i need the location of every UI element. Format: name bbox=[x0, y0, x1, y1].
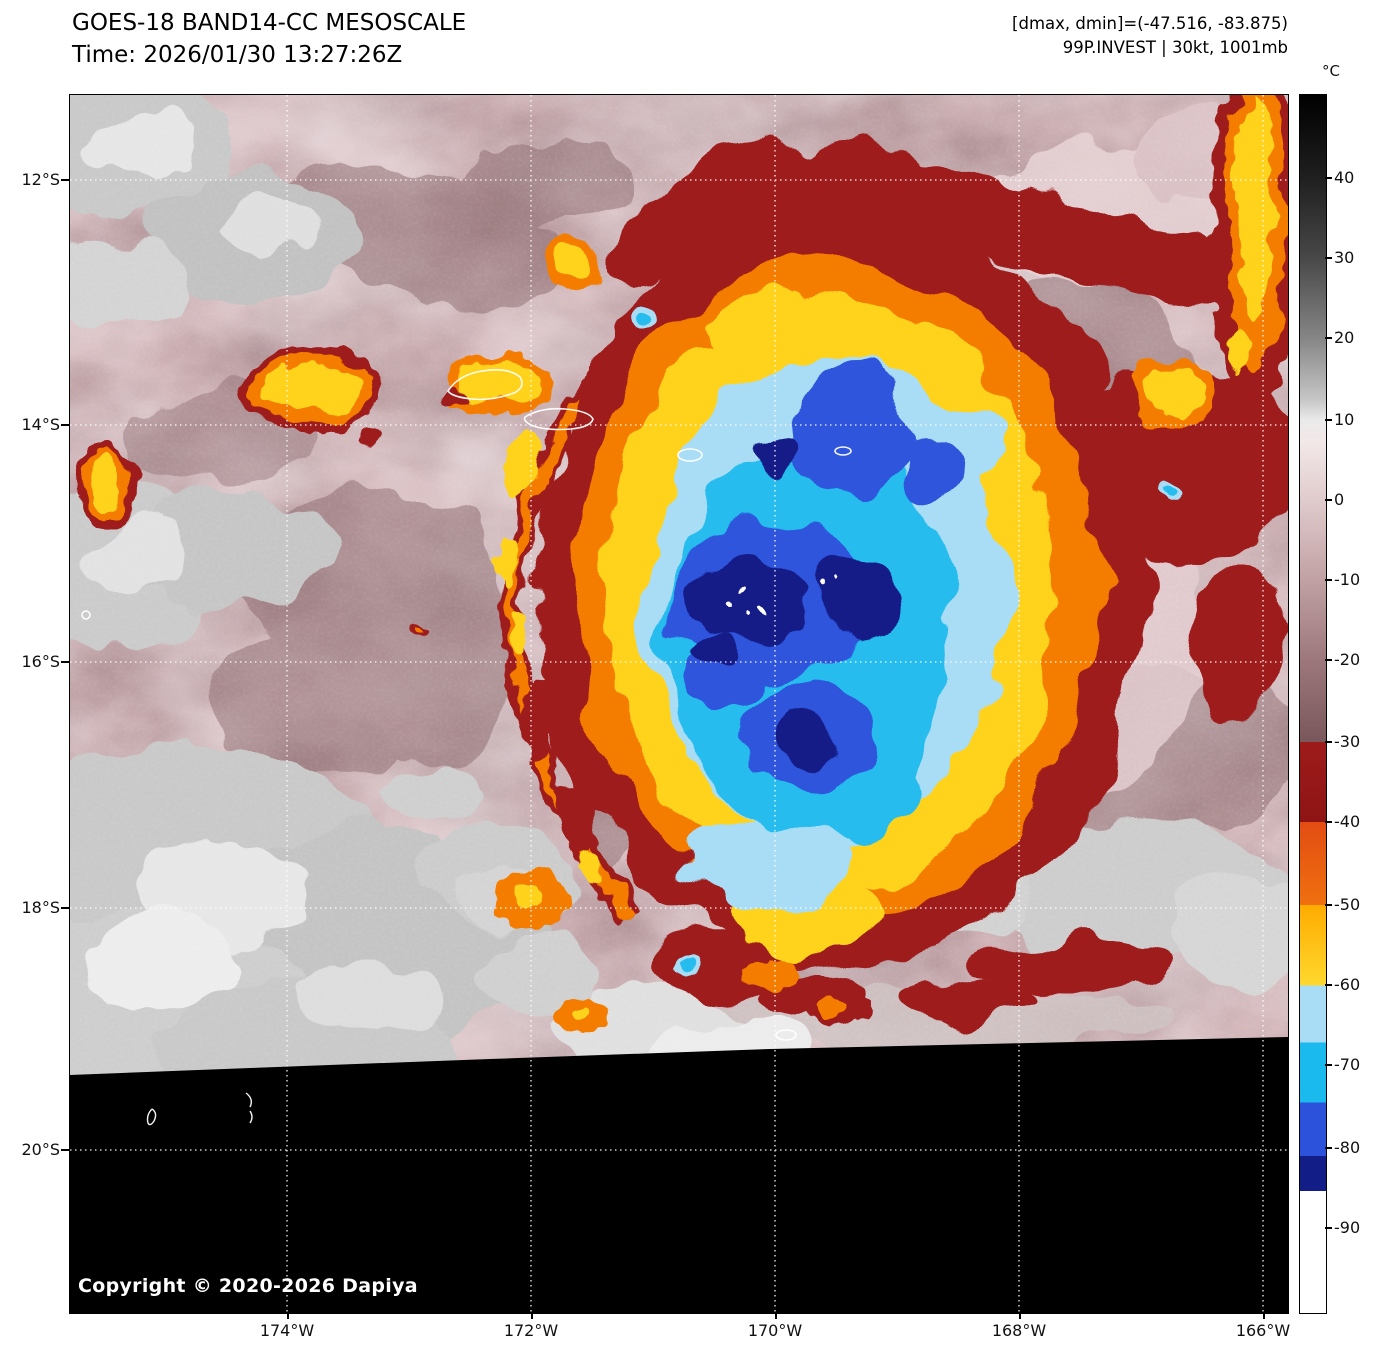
lon-tick-170w: 170°W bbox=[730, 1312, 820, 1342]
lat-tick-14s: 14°S bbox=[0, 414, 69, 436]
cb-tick-30: 30 bbox=[1324, 248, 1355, 267]
dmax-dmin-annotation: [dmax, dmin]=(-47.516, -83.875) bbox=[1012, 14, 1288, 33]
page-title: GOES-18 BAND14-CC MESOSCALE bbox=[72, 10, 467, 36]
cb-tick-20: 20 bbox=[1324, 328, 1355, 347]
cb-tick-n60: -60 bbox=[1324, 975, 1361, 994]
lon-tick-174w: 174°W bbox=[242, 1312, 332, 1342]
island-outlines-south bbox=[146, 1092, 253, 1126]
cb-tick-n30: -30 bbox=[1324, 732, 1361, 751]
cb-tick-0: 0 bbox=[1324, 490, 1345, 509]
lon-tick-168w: 168°W bbox=[974, 1312, 1064, 1342]
cb-tick-n40: -40 bbox=[1324, 812, 1361, 831]
colorbar-unit: °C bbox=[1322, 62, 1340, 80]
lat-tick-18s: 18°S bbox=[0, 897, 69, 919]
time-label: Time: 2026/01/30 13:27:26Z bbox=[72, 42, 403, 68]
feeder-band bbox=[497, 382, 642, 925]
cb-tick-10: 10 bbox=[1324, 410, 1355, 429]
cb-tick-n50: -50 bbox=[1324, 895, 1361, 914]
map-plot: Copyright © 2020-2026 Dapiya bbox=[69, 94, 1289, 1314]
coldest-tops-white bbox=[724, 589, 835, 626]
lat-tick-12s: 12°S bbox=[0, 169, 69, 191]
copyright-label: Copyright © 2020-2026 Dapiya bbox=[78, 1275, 418, 1297]
storm-annotation: 99P.INVEST | 30kt, 1001mb bbox=[1062, 38, 1288, 57]
lat-tick-16s: 16°S bbox=[0, 651, 69, 673]
satellite-image bbox=[70, 95, 1288, 1313]
lon-tick-172w: 172°W bbox=[486, 1312, 576, 1342]
contour-navy bbox=[686, 431, 908, 768]
lon-tick-166w: 166°W bbox=[1218, 1312, 1308, 1342]
cb-tick-n80: -80 bbox=[1324, 1138, 1361, 1157]
colorbar bbox=[1299, 94, 1327, 1314]
cb-tick-n10: -10 bbox=[1324, 570, 1361, 589]
no-data-region bbox=[70, 1037, 1288, 1313]
grid-overlay bbox=[70, 95, 1288, 1313]
lat-tick-20s: 20°S bbox=[0, 1139, 69, 1161]
cb-tick-n70: -70 bbox=[1324, 1055, 1361, 1074]
annotation-block: [dmax, dmin]=(-47.516, -83.875) 99P.INVE… bbox=[1012, 12, 1288, 60]
cb-tick-n20: -20 bbox=[1324, 650, 1361, 669]
east-convective-cells bbox=[1128, 95, 1288, 508]
cb-tick-n90: -90 bbox=[1324, 1218, 1361, 1237]
south-convective-fragments bbox=[494, 870, 945, 1034]
cb-tick-40: 40 bbox=[1324, 168, 1355, 187]
